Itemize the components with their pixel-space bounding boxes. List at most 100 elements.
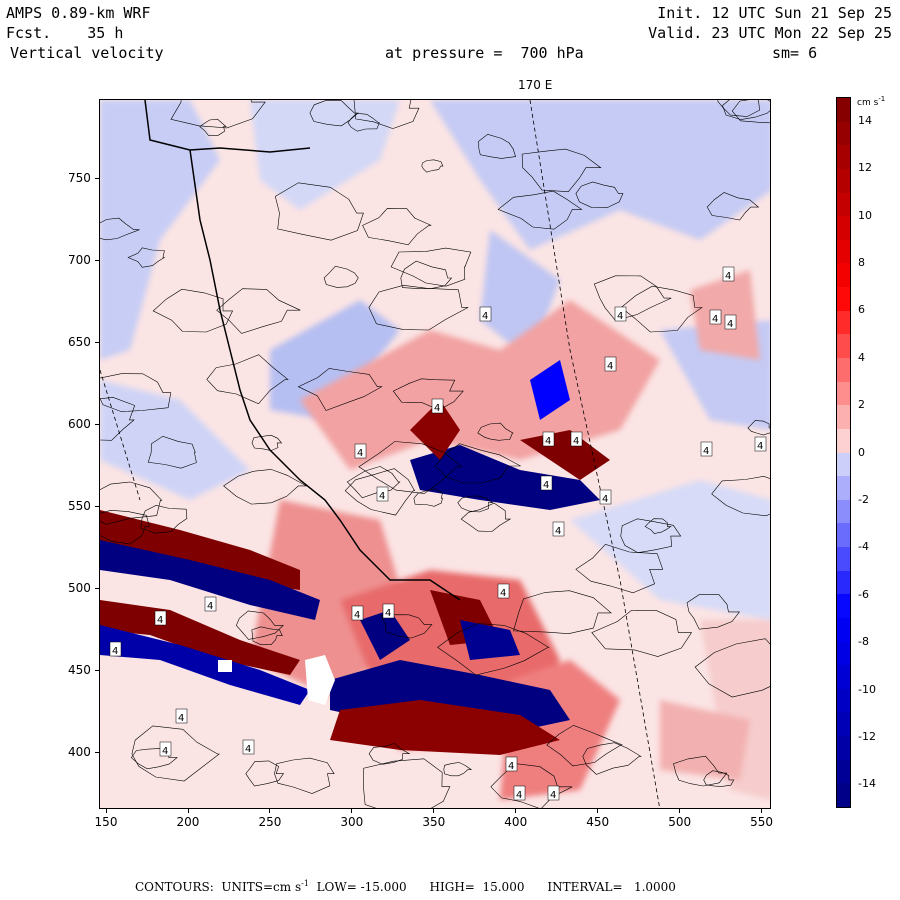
contour-lines [100,100,770,808]
y-tick-label: 550 [68,498,91,513]
colorbar-segment [837,216,850,241]
y-tick-label: 750 [68,170,91,185]
contour-label: 4 [545,436,551,447]
contour-line [717,100,760,117]
x-tick-label: 550 [750,815,774,829]
contour-line [593,275,672,321]
contour-label-box [505,756,518,772]
contour-label: 4 [703,446,709,457]
contour-label-box [479,306,492,322]
x-tick-mark [187,808,189,813]
contour-label: 4 [573,436,579,447]
contour-line [297,368,383,411]
contour-label: 4 [543,480,549,491]
contour-line [100,396,136,441]
x-tick-label: 150 [94,815,118,829]
colorbar-label: 2 [858,398,865,412]
model-title: AMPS 0.89-km WRF [6,4,151,22]
contour-label: 4 [607,361,613,372]
x-tick-mark [597,808,599,813]
colorbar-segment [837,145,850,170]
contour-label-box [604,356,617,372]
contour-label-box [754,436,767,452]
contour-label-box [722,266,735,282]
colorbar-segment [837,452,850,477]
contour-line [694,638,770,698]
y-tick-mark [95,669,100,671]
colorbar-segment [837,736,850,761]
y-tick-mark [95,177,100,179]
contour-line [521,148,602,193]
contour-line [368,284,469,331]
y-tick-label: 650 [68,334,91,349]
contour-label: 4 [379,491,385,502]
pressure-level: at pressure = 700 hPa [385,44,584,62]
contour-line [235,610,284,640]
contour-label-box [376,486,389,502]
contour-line [223,469,308,505]
colorbar-label: 4 [858,350,865,364]
contour-label-box [547,785,560,801]
contour-line [362,207,432,246]
contour-line [400,260,453,290]
x-tick-mark [515,808,517,813]
colorbar-segment [837,523,850,548]
contour-line [460,502,512,532]
contour-line [490,763,573,808]
contour-label: 4 [385,608,391,619]
colorbar-label: 12 [858,161,872,175]
contour-line [620,518,682,554]
contour-line [686,594,741,630]
colorbar-label: -8 [858,635,869,649]
contour-line [437,623,550,676]
contour-line [703,770,735,787]
contour-line [582,742,642,775]
contour-label-box [204,596,217,612]
contour-line [147,435,197,469]
contour-label: 4 [157,615,163,626]
contour-line [722,100,770,120]
colorbar-segment [837,499,850,524]
colorbar-segment [837,121,850,146]
contour-label-box [431,398,444,414]
colorbar-label: -12 [858,729,876,743]
y-tick-mark [95,423,100,425]
contour-label: 4 [508,761,514,772]
contour-line [546,724,623,767]
contour-label: 4 [757,441,763,452]
contour-line [100,373,172,412]
meridian-label: 170 E [518,78,553,92]
contour-label-box [351,605,364,621]
colorbar-segment [837,617,850,643]
colorbar-segment [837,688,850,713]
contour-line [711,475,770,517]
contour-label-box [700,441,713,457]
contour-line [127,247,166,268]
graticule [100,100,661,808]
contour-label: 4 [712,314,718,325]
colorbar-segment [837,334,850,359]
light-blue-regions [100,100,770,800]
contour-line [497,190,583,230]
contour-line [591,609,693,657]
contour-line [443,762,473,777]
colorbar-segment [837,712,850,737]
contour-line [731,100,770,124]
contour-label: 4 [602,494,608,505]
x-tick-mark [105,808,107,813]
colorbar-segment [837,310,850,335]
contour-line [170,100,266,129]
colorbar-segment [837,783,850,808]
colorbar-segment [837,594,850,619]
colorbar-label: -4 [858,540,869,554]
contour-label: 4 [354,610,360,621]
contour-label: 4 [112,646,118,657]
y-tick-mark [95,751,100,753]
contour-line [368,743,411,765]
y-tick-mark [95,587,100,589]
x-tick-mark [761,808,763,813]
colorbar-label: 8 [858,255,865,269]
contour-label: 4 [516,790,522,801]
colorbar-label: 0 [858,445,865,459]
x-tick-label: 400 [504,815,528,829]
